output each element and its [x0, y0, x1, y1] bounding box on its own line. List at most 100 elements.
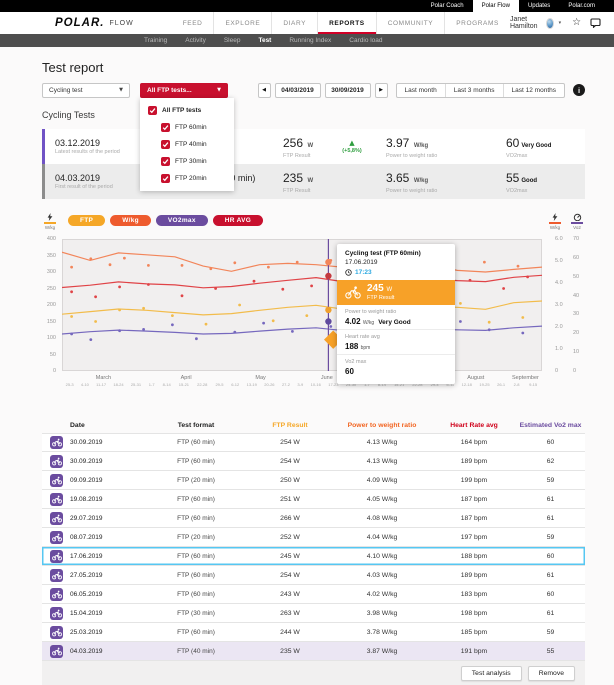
- checkbox-icon[interactable]: [161, 174, 170, 183]
- legend-pill-hr-avg[interactable]: HR AVG: [213, 215, 263, 226]
- table-row[interactable]: 15.04.2019FTP (30 min)263 W3.98 W/kg198 …: [42, 604, 585, 623]
- week-label: 25-31: [131, 382, 141, 387]
- table-row[interactable]: 17.06.2019FTP (60 min)245 W4.10 W/kg188 …: [42, 547, 585, 566]
- week-label: 9-15: [529, 382, 537, 387]
- table-row[interactable]: 30.09.2019FTP (60 min)254 W4.13 W/kg164 …: [42, 433, 585, 452]
- row-date: 04.03.2019: [70, 648, 144, 655]
- table-row[interactable]: 30.09.2019FTP (60 min)254 W4.13 W/kg189 …: [42, 452, 585, 471]
- subnav-item-activity[interactable]: Activity: [176, 37, 215, 44]
- sport-select-value: Cycling test: [49, 87, 83, 94]
- test-analysis-button[interactable]: Test analysis: [461, 666, 522, 681]
- checkbox-icon[interactable]: [161, 157, 170, 166]
- row-date: 17.06.2019: [70, 553, 144, 560]
- right-vo2-tick: 20: [573, 330, 579, 336]
- right-vo2-tick: 10: [573, 349, 579, 355]
- right-wkg-tick: 1.0: [555, 346, 563, 352]
- summary-row-latest: 03.12.2019 Latest results of the period …: [42, 129, 585, 164]
- row-heart-rate: 198 bpm: [432, 610, 516, 617]
- row-date: 27.05.2019: [70, 572, 144, 579]
- clock-icon: [345, 269, 352, 276]
- table-row[interactable]: 29.07.2019FTP (60 min)266 W4.08 W/kg187 …: [42, 509, 585, 528]
- row-power-to-weight: 4.05 W/kg: [332, 496, 432, 503]
- info-icon[interactable]: i: [573, 84, 585, 96]
- legend-pill-vo2max[interactable]: VO2max: [156, 215, 208, 226]
- nav-item-programs[interactable]: PROGRAMS: [444, 12, 510, 34]
- range-button-last-3-months[interactable]: Last 3 months: [445, 84, 503, 97]
- favorites-star-icon[interactable]: ☆: [572, 18, 581, 28]
- summary-row-first: 04.03.2019 First result of the period FT…: [42, 164, 585, 199]
- filter-option-ftp-60min[interactable]: FTP 60min: [140, 119, 234, 136]
- test-filter-select[interactable]: All FTP tests... ▼: [140, 83, 228, 98]
- row-test-format: FTP (40 min): [144, 648, 248, 655]
- user-name[interactable]: Janet Hamilton: [510, 16, 541, 30]
- left-axis-tick: 0: [42, 368, 56, 374]
- chart-tooltip: Cycling test (FTP 60min) 17.06.2019 17:2…: [337, 244, 455, 384]
- page-title: Test report: [42, 47, 585, 75]
- selected-point: [325, 307, 331, 313]
- table-row[interactable]: 06.05.2019FTP (60 min)243 W4.02 W/kg183 …: [42, 585, 585, 604]
- topbar-item-polar-com[interactable]: Polar.com: [559, 0, 604, 12]
- nav-item-explore[interactable]: EXPLORE: [213, 12, 271, 34]
- right-wkg-tick: 5.0: [555, 258, 563, 264]
- left-axis-tick: 300: [42, 269, 56, 275]
- row-vo2-max: 60: [516, 553, 585, 560]
- prev-period-button[interactable]: ◀: [258, 83, 271, 98]
- filter-option-ftp-30min[interactable]: FTP 30min: [140, 153, 234, 170]
- subnav-item-running-index[interactable]: Running Index: [280, 37, 340, 44]
- filter-option-ftp-20min[interactable]: FTP 20min: [140, 170, 234, 187]
- chat-icon[interactable]: [590, 18, 601, 28]
- table-row[interactable]: 19.08.2019FTP (60 min)251 W4.05 W/kg187 …: [42, 490, 585, 509]
- filter-option-ftp-40min[interactable]: FTP 40min: [140, 136, 234, 153]
- subnav-item-training[interactable]: Training: [135, 37, 176, 44]
- user-menu-caret-icon[interactable]: ▾: [559, 20, 562, 26]
- nav-item-reports[interactable]: REPORTS: [317, 12, 376, 34]
- row-heart-rate: 197 bpm: [432, 534, 516, 541]
- next-period-button[interactable]: ▶: [375, 83, 388, 98]
- date-to-input[interactable]: 30/09/2019: [325, 83, 371, 98]
- row-vo2-max: 59: [516, 477, 585, 484]
- month-april: April1-78-1415-2122-2829-5: [145, 375, 228, 387]
- legend-pill-ftp[interactable]: FTP: [68, 215, 105, 226]
- vo2-gauge-icon: [573, 213, 582, 221]
- legend-pill-w-kg[interactable]: W/kg: [110, 215, 151, 226]
- range-button-last-12-months[interactable]: Last 12 months: [503, 84, 564, 97]
- report-controls: Cycling test ▼ All FTP tests... ▼ ◀ 04/0…: [42, 82, 585, 98]
- range-button-last-month[interactable]: Last month: [397, 84, 445, 97]
- top-bar: Polar CoachPolar FlowUpdatesPolar.com: [0, 0, 614, 12]
- week-label: 22-28: [197, 382, 207, 387]
- left-axis-label: W/kg: [42, 213, 58, 230]
- table-row[interactable]: 08.07.2019FTP (20 min)252 W4.04 W/kg197 …: [42, 528, 585, 547]
- subnav-item-cardio-load[interactable]: Cardio load: [340, 37, 391, 44]
- nav-item-diary[interactable]: DIARY: [271, 12, 317, 34]
- row-power-to-weight: 3.78 W/kg: [332, 629, 432, 636]
- table-row[interactable]: 25.03.2019FTP (60 min)244 W3.78 W/kg185 …: [42, 623, 585, 642]
- polar-logo[interactable]: POLAR.: [55, 17, 104, 29]
- table-row[interactable]: 09.09.2019FTP (20 min)250 W4.09 W/kg199 …: [42, 471, 585, 490]
- right-axis-wkg-label: W/kg: [547, 213, 563, 230]
- subnav-item-test[interactable]: Test: [249, 37, 280, 44]
- row-date: 06.05.2019: [70, 591, 144, 598]
- nav-item-community[interactable]: COMMUNITY: [376, 12, 444, 34]
- flow-brand: FLOW: [109, 20, 133, 27]
- week-label: 8-14: [163, 382, 171, 387]
- table-row[interactable]: 27.05.2019FTP (60 min)254 W4.03 W/kg189 …: [42, 566, 585, 585]
- row-vo2-max: 61: [516, 610, 585, 617]
- table-row[interactable]: 04.03.2019FTP (40 min)235 W3.87 W/kg191 …: [42, 642, 585, 661]
- chart-plot-area[interactable]: [62, 239, 542, 371]
- filter-option-all-ftp-tests[interactable]: All FTP tests: [140, 102, 234, 119]
- user-avatar[interactable]: [546, 18, 554, 29]
- checkbox-icon[interactable]: [161, 123, 170, 132]
- topbar-item-polar-coach[interactable]: Polar Coach: [422, 0, 473, 12]
- date-from-input[interactable]: 04/03/2019: [275, 83, 321, 98]
- nav-item-feed[interactable]: FEED: [172, 12, 214, 34]
- topbar-item-updates[interactable]: Updates: [519, 0, 559, 12]
- subnav-item-sleep[interactable]: Sleep: [215, 37, 250, 44]
- sport-select[interactable]: Cycling test ▼: [42, 83, 130, 98]
- week-label: 6-12: [231, 382, 239, 387]
- checkbox-icon[interactable]: [161, 140, 170, 149]
- topbar-item-polar-flow[interactable]: Polar Flow: [473, 0, 519, 12]
- checkbox-icon[interactable]: [148, 106, 157, 115]
- row-power-to-weight: 3.98 W/kg: [332, 610, 432, 617]
- remove-button[interactable]: Remove: [528, 666, 575, 681]
- date-range-controls: ◀ 04/03/2019 30/09/2019 ▶ Last monthLast…: [258, 83, 585, 98]
